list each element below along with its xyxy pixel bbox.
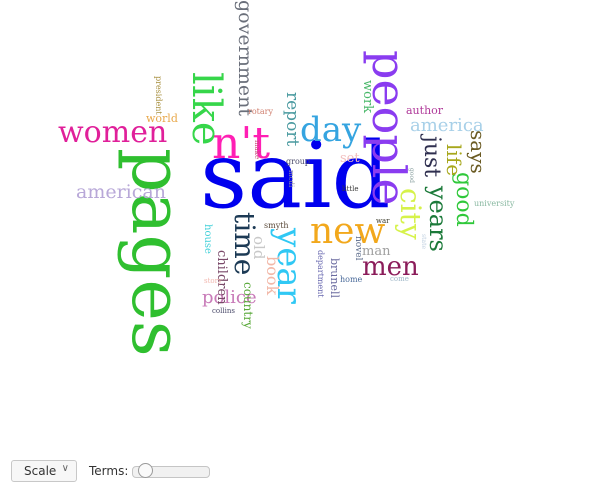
cloud-word[interactable]: men bbox=[362, 252, 419, 282]
cloud-word[interactable]: good bbox=[451, 172, 476, 227]
cloud-word[interactable]: city bbox=[394, 188, 427, 240]
cloud-word[interactable]: rotary bbox=[248, 107, 273, 116]
cloud-word[interactable]: american bbox=[76, 181, 166, 203]
cloud-word[interactable]: book bbox=[263, 256, 282, 296]
cloud-word[interactable]: life bbox=[442, 144, 466, 177]
cloud-word[interactable]: just bbox=[419, 136, 444, 178]
cloud-word[interactable]: little bbox=[342, 185, 359, 193]
cloud-word[interactable]: story bbox=[204, 277, 222, 285]
cloud-word[interactable]: pages bbox=[116, 148, 198, 357]
terms-label: Terms: bbox=[89, 464, 129, 478]
cloud-word[interactable]: mcdi bbox=[287, 170, 295, 188]
cloud-word[interactable]: brunell bbox=[328, 258, 341, 299]
cloud-word[interactable]: country bbox=[241, 282, 255, 329]
cloud-word[interactable]: government bbox=[234, 0, 256, 117]
cloud-word[interactable]: department bbox=[316, 250, 325, 298]
cloud-word[interactable]: new bbox=[310, 211, 386, 252]
cloud-toolbar: Scale ∨ Terms: bbox=[0, 460, 616, 482]
cloud-word[interactable]: war bbox=[376, 217, 390, 225]
cloud-word[interactable]: set bbox=[340, 151, 360, 166]
cloud-word[interactable]: house bbox=[202, 224, 213, 254]
cloud-word[interactable]: smyth bbox=[264, 221, 289, 230]
cloud-word[interactable]: state bbox=[420, 234, 427, 250]
cloud-word[interactable]: says bbox=[466, 130, 490, 174]
cloud-word[interactable]: america bbox=[410, 115, 484, 136]
cloud-word[interactable]: years bbox=[424, 186, 452, 252]
cloud-word[interactable]: president bbox=[154, 76, 163, 115]
cloud-word[interactable]: good bbox=[408, 168, 415, 183]
cloud-word[interactable]: novel bbox=[353, 236, 363, 261]
cloud-word[interactable]: come bbox=[390, 275, 409, 283]
cloud-word[interactable]: make bbox=[253, 140, 261, 160]
cloud-word[interactable]: people bbox=[362, 50, 416, 206]
cloud-word[interactable]: university bbox=[474, 199, 515, 208]
scale-dropdown-button[interactable]: Scale ∨ bbox=[11, 460, 77, 482]
terms-slider[interactable] bbox=[132, 463, 210, 478]
cloud-word[interactable]: work bbox=[360, 80, 375, 114]
cloud-word[interactable]: women bbox=[58, 115, 168, 150]
cloud-word[interactable]: police bbox=[202, 287, 257, 308]
chevron-down-icon: ∨ bbox=[61, 463, 69, 474]
cloud-word[interactable]: n't bbox=[212, 118, 271, 169]
cloud-word[interactable]: author bbox=[406, 104, 444, 117]
cloud-word[interactable]: old bbox=[250, 236, 268, 260]
cloud-word[interactable]: day bbox=[300, 110, 362, 150]
cloud-word[interactable]: said bbox=[200, 122, 391, 229]
cloud-word[interactable]: world bbox=[146, 112, 178, 125]
cloud-word[interactable]: report bbox=[282, 92, 302, 147]
cloud-word[interactable]: group bbox=[286, 157, 311, 166]
cloud-word[interactable]: collins bbox=[212, 307, 235, 315]
scale-label: Scale bbox=[24, 464, 57, 478]
cloud-word[interactable]: man bbox=[362, 244, 391, 259]
cloud-word[interactable]: like bbox=[183, 72, 229, 146]
cloud-word[interactable]: home bbox=[340, 275, 363, 284]
